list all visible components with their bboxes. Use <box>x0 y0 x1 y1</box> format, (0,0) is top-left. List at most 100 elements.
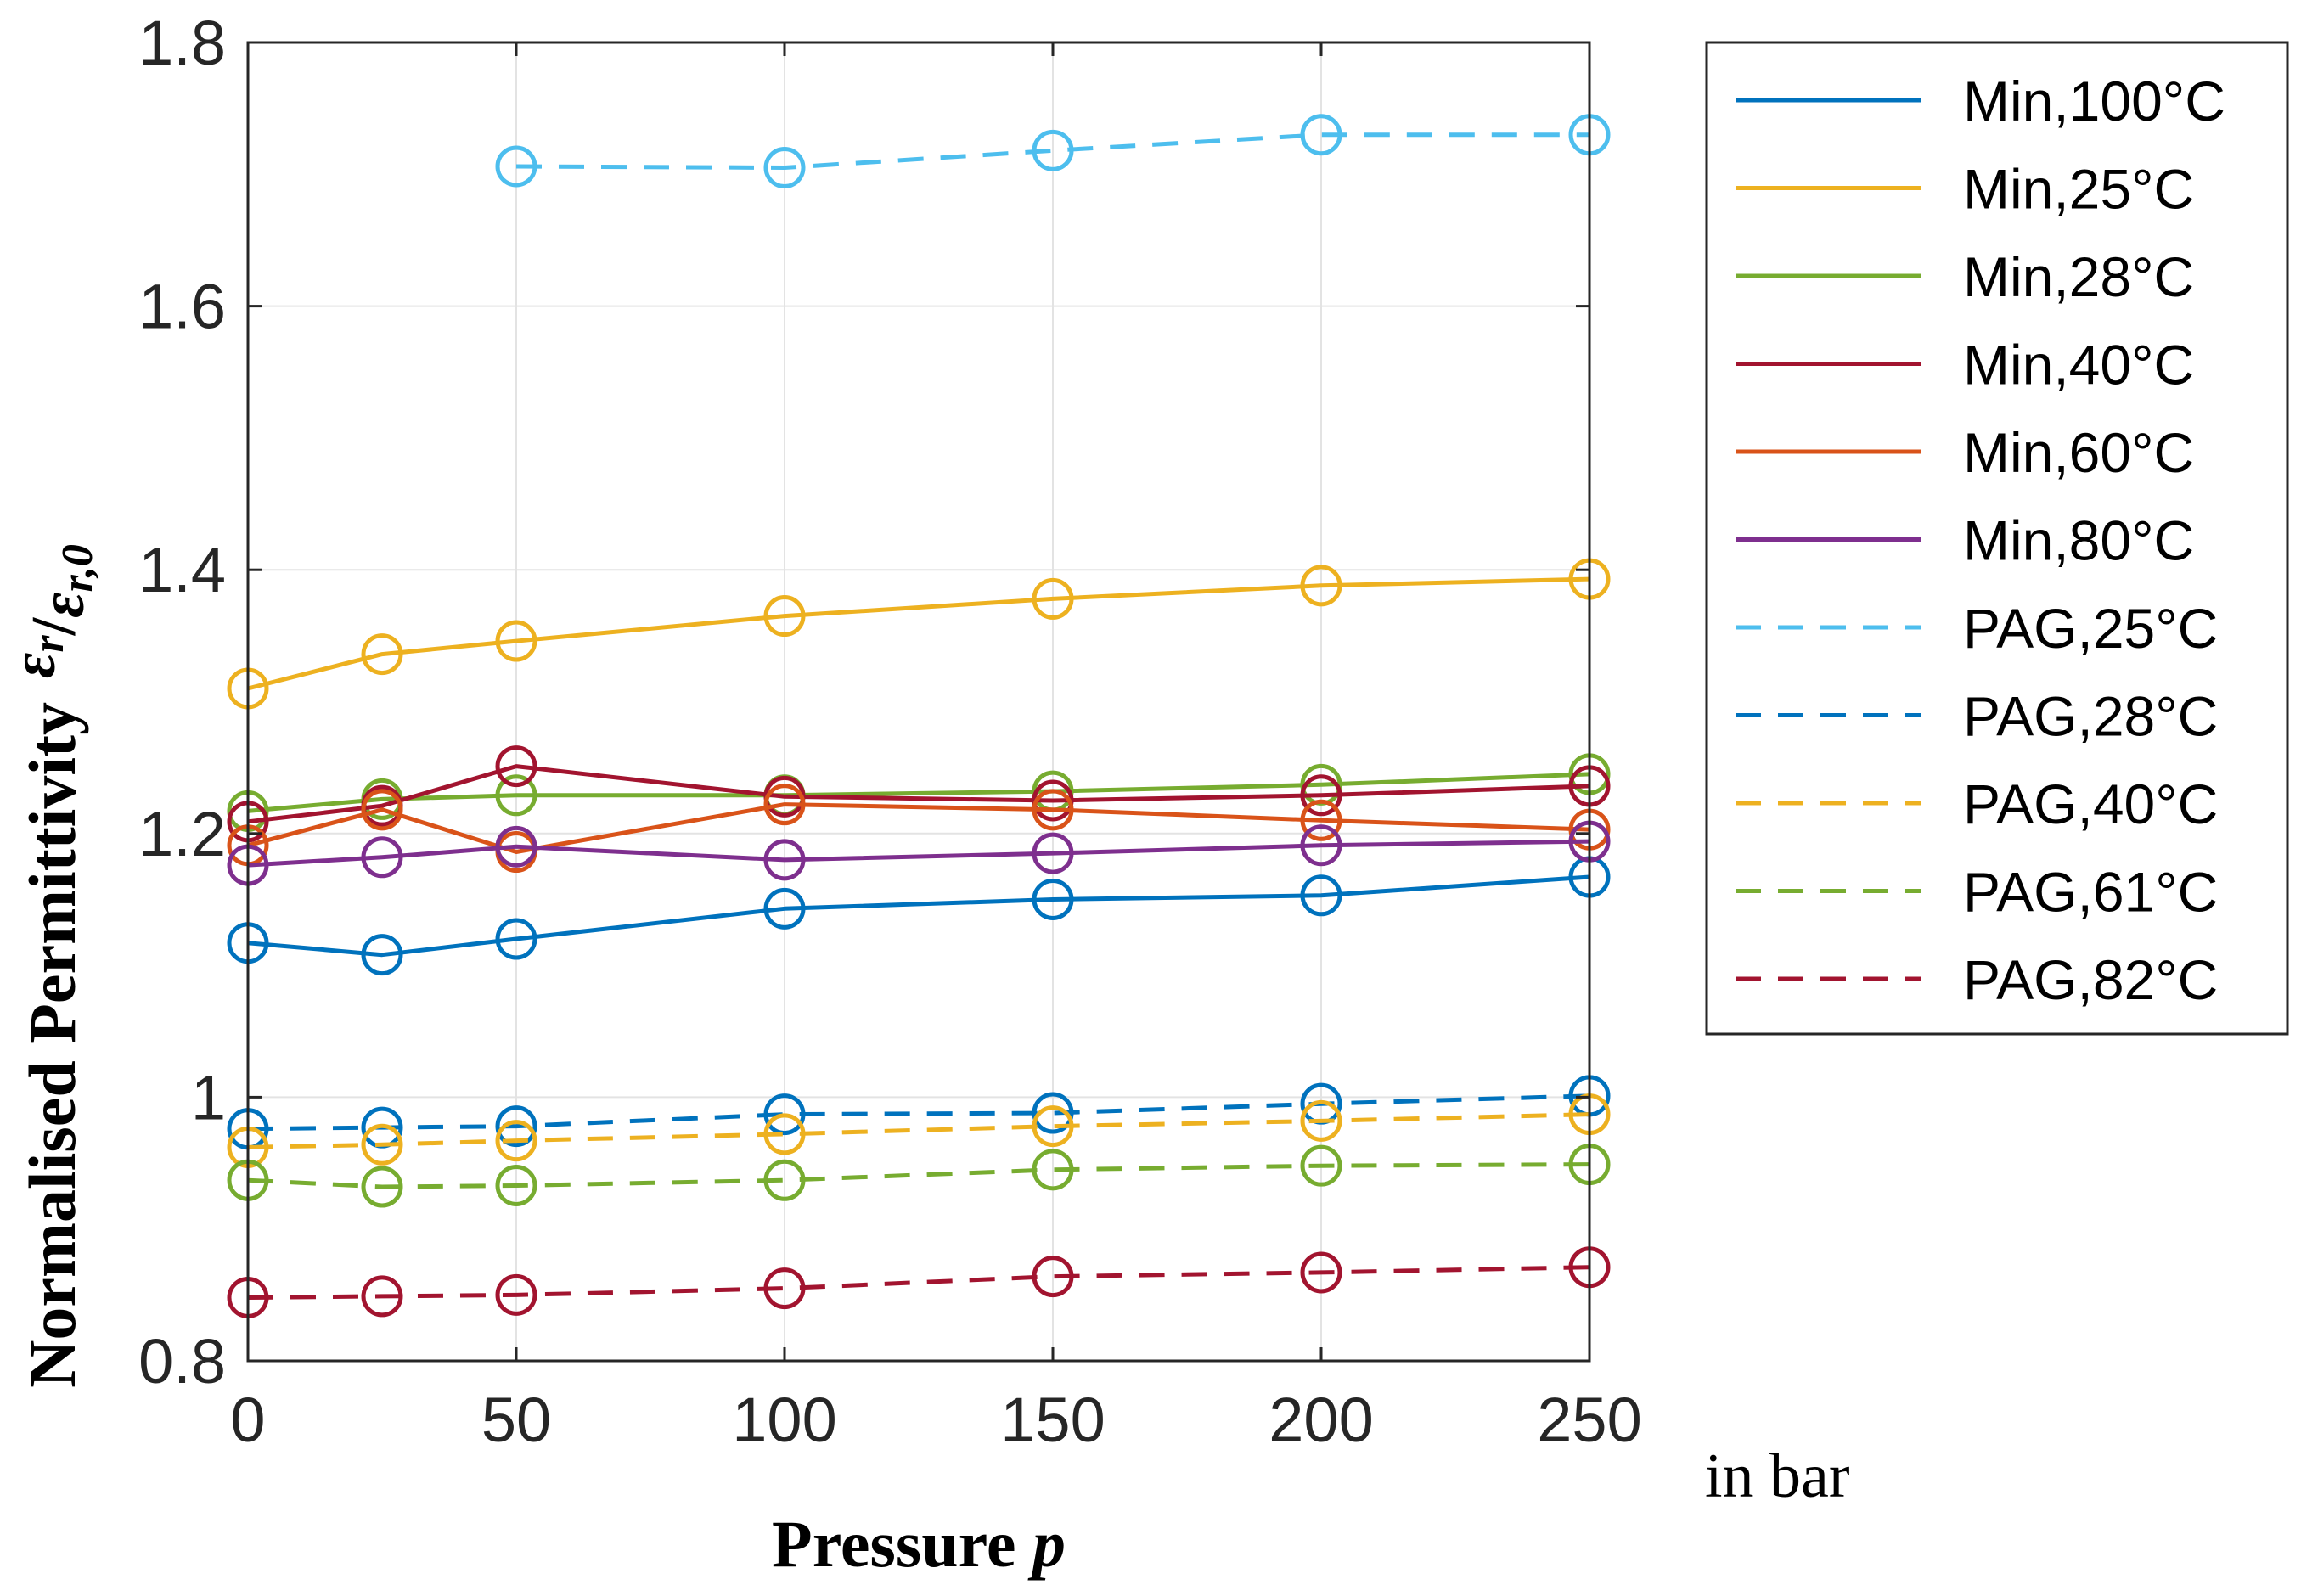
legend-label: Min,100°C <box>1963 70 2225 132</box>
y-tick-label: 1.4 <box>138 535 226 605</box>
axis-labels: 0 50 100 150 200 250 0.8 1 1.2 1.4 1.6 1.8 Pressure … <box>0 8 1850 1581</box>
data-point <box>495 145 537 188</box>
series-line <box>515 132 1589 170</box>
data-point <box>1300 1251 1342 1294</box>
data-point <box>1300 1099 1342 1142</box>
data-point <box>1032 832 1074 874</box>
data-point <box>1032 129 1074 171</box>
data-point <box>763 147 806 189</box>
data-point <box>1032 1149 1074 1191</box>
data-point <box>1300 824 1342 867</box>
data-point <box>1032 1105 1074 1148</box>
legend-label: Min,25°C <box>1963 158 2194 221</box>
data-point <box>495 918 537 960</box>
data-point <box>1032 779 1074 822</box>
data-point <box>495 1120 537 1162</box>
data-point <box>1300 874 1342 917</box>
x-tick-label: 50 <box>481 1385 551 1455</box>
series-Min,25°C <box>227 558 1611 710</box>
data-point <box>361 633 403 676</box>
y-tick-label: 0.8 <box>138 1326 226 1396</box>
legend-item: PAG,82°C <box>1736 948 2218 1011</box>
data-point <box>1300 114 1342 156</box>
legend-item: Min,28°C <box>1736 245 2194 308</box>
axes-background <box>248 42 1589 1361</box>
data-point <box>1300 565 1342 607</box>
data-point <box>1032 789 1074 831</box>
series-PAG,61°C <box>227 1144 1611 1208</box>
legend-label: PAG,82°C <box>1963 948 2218 1011</box>
legend-label: PAG,28°C <box>1963 685 2218 748</box>
x-axis-unit: in bar <box>1705 1441 1850 1511</box>
legend-label: Min,60°C <box>1963 421 2194 484</box>
data-point <box>495 620 537 662</box>
legend-item: PAG,25°C <box>1736 597 2218 660</box>
legend-item: Min,25°C <box>1736 158 2194 221</box>
series-line <box>247 576 1590 691</box>
data-point <box>495 745 537 788</box>
series-line <box>247 874 1590 958</box>
legend-item: Min,80°C <box>1736 509 2194 572</box>
data-point <box>763 887 806 930</box>
data-point <box>495 1164 537 1206</box>
data-point <box>495 1273 537 1316</box>
y-axis-title-text: Normalised Permittivity <box>15 702 89 1388</box>
data-point <box>763 1093 806 1136</box>
series-line <box>247 1112 1590 1149</box>
data-point <box>495 1105 537 1148</box>
legend-item: Min,100°C <box>1736 70 2225 132</box>
data-point <box>361 1275 403 1318</box>
data-point <box>1300 799 1342 841</box>
series-line <box>247 1162 1590 1189</box>
y-tick-label: 1.8 <box>138 8 226 78</box>
legend-label: PAG,25°C <box>1963 597 2218 660</box>
x-axis-title: Pressure p <box>772 1507 1066 1581</box>
y-axis-symbol: εr/εr,0 <box>0 544 102 678</box>
y-axis-title: Normalised Permittivity εr/εr,0 <box>0 544 102 1388</box>
y-tick-label: 1 <box>191 1062 226 1132</box>
data-point <box>763 595 806 638</box>
data-point <box>361 789 403 831</box>
legend-item: Min,40°C <box>1736 334 2194 396</box>
series-line <box>247 1265 1590 1300</box>
data-point <box>361 1123 403 1166</box>
data-point <box>495 774 537 817</box>
data-point <box>763 1159 806 1201</box>
data-point <box>1300 774 1342 817</box>
series-line <box>247 802 1590 854</box>
legend-item: PAG,28°C <box>1736 685 2218 748</box>
legend-label: Min,80°C <box>1963 509 2194 572</box>
data-point <box>1032 1256 1074 1298</box>
data-point <box>495 825 537 868</box>
y-tick-label: 1.2 <box>138 799 226 869</box>
data-point <box>763 1113 806 1155</box>
x-tick-label: 0 <box>230 1385 265 1455</box>
x-tick-label: 150 <box>1000 1385 1105 1455</box>
data-point <box>1032 577 1074 620</box>
legend-label: PAG,40°C <box>1963 773 2218 835</box>
series-Min,100°C <box>227 856 1611 976</box>
legend-label: PAG,61°C <box>1963 861 2218 924</box>
data-point <box>1032 1092 1074 1134</box>
legend-item: PAG,61°C <box>1736 861 2218 924</box>
data-point <box>361 836 403 879</box>
legend-item: PAG,40°C <box>1736 773 2218 835</box>
data-point <box>763 1267 806 1310</box>
legend-label: Min,40°C <box>1963 334 2194 396</box>
data-point <box>1300 1144 1342 1187</box>
data-point <box>763 839 806 881</box>
y-tick-label: 1.6 <box>138 272 226 342</box>
data-point <box>361 934 403 976</box>
legend-item: Min,60°C <box>1736 421 2194 484</box>
data-point <box>763 784 806 826</box>
x-tick-label: 250 <box>1537 1385 1641 1455</box>
series-line <box>247 764 1590 824</box>
data-point <box>1032 878 1074 920</box>
plot-area <box>227 41 1611 1363</box>
legend-label: Min,28°C <box>1963 245 2194 308</box>
series-line <box>247 839 1590 868</box>
x-tick-label: 200 <box>1269 1385 1373 1455</box>
data-point <box>361 1166 403 1208</box>
axes-box <box>246 41 1591 1363</box>
